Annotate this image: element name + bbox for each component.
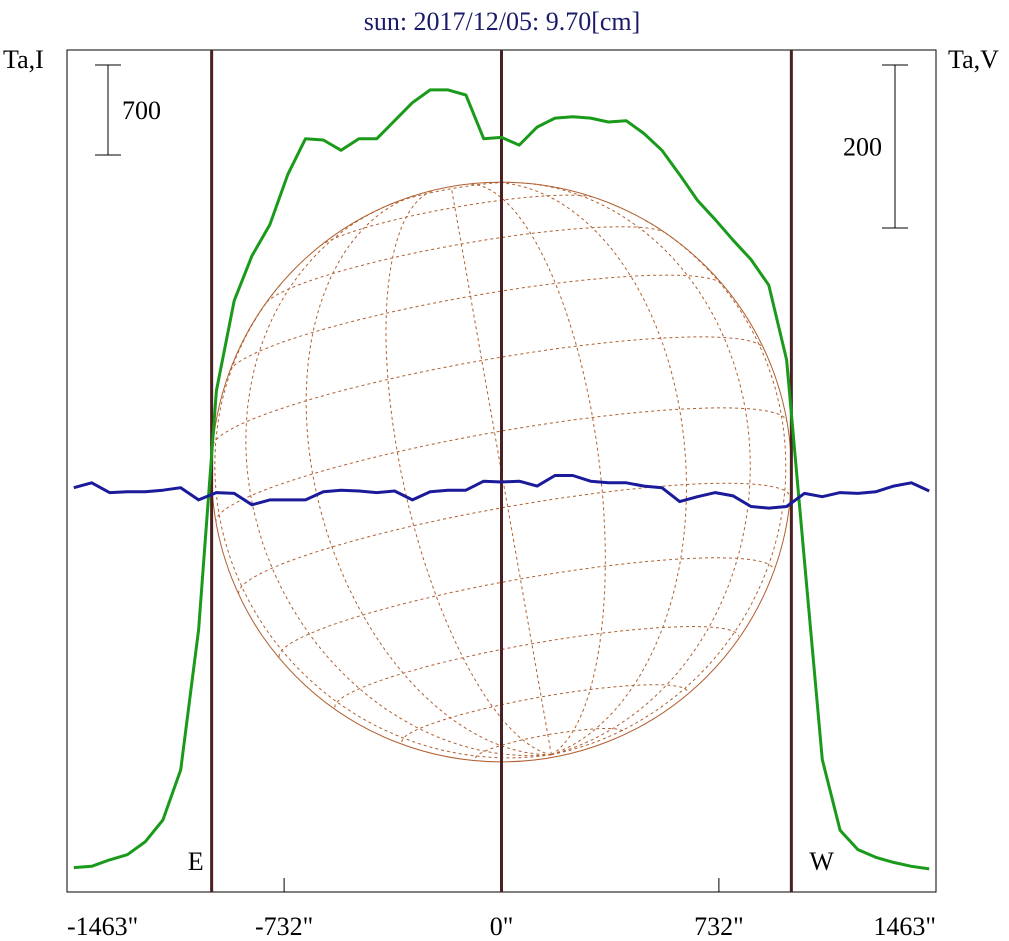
x-tick-label: 1463" <box>873 912 936 941</box>
sun-grid-line <box>229 274 723 371</box>
sun-grid-line <box>520 182 751 756</box>
chart-title: sun: 2017/12/05: 9.70[cm] <box>364 7 641 36</box>
sun-grid-line <box>450 186 552 755</box>
sun-grid-line <box>334 625 740 708</box>
limb-label: W <box>809 847 834 876</box>
sun-grid-line <box>278 557 775 657</box>
series-line <box>73 88 930 871</box>
sun-grid-line <box>489 181 688 756</box>
y2-axis-label: Ta,V <box>948 45 999 74</box>
x-tick-label: 0" <box>490 912 514 941</box>
sun-grid-line <box>468 183 606 756</box>
sun-grid-line <box>385 189 552 756</box>
sun-grid-line <box>214 282 552 759</box>
series-line <box>73 474 930 510</box>
x-tick-label: -1463" <box>67 912 138 941</box>
scale-bar-label: 700 <box>122 96 161 125</box>
sun-grid-line <box>212 336 764 445</box>
y-axis-label: Ta,I <box>3 45 44 74</box>
sun-grid-line <box>238 482 791 594</box>
x-tick-label: 732" <box>694 912 744 941</box>
sun-grid-line <box>266 226 665 303</box>
sun-grid-line <box>475 728 624 759</box>
sun-grid-line <box>551 218 787 756</box>
scale-bar-label: 200 <box>843 133 882 162</box>
sun-grid-line <box>305 195 552 756</box>
limb-label: E <box>188 847 204 876</box>
sun-grid-line <box>319 194 595 247</box>
x-tick-label: -732" <box>255 912 313 941</box>
sun-grid-line <box>389 181 516 205</box>
